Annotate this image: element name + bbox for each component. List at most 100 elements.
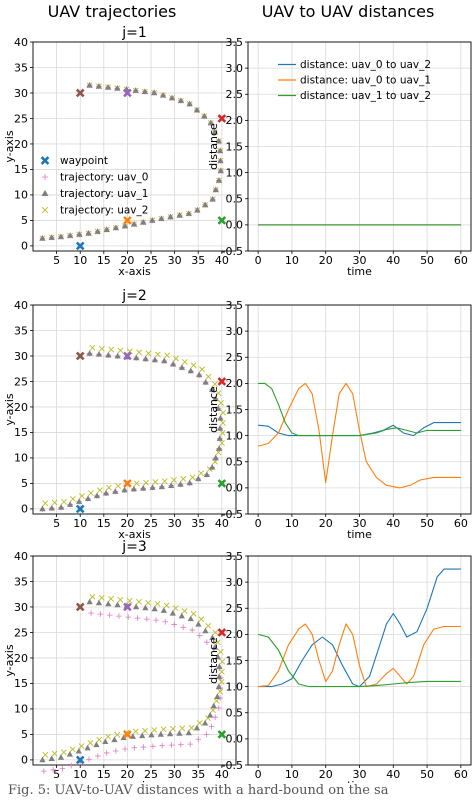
x-tick-label: 35	[191, 768, 205, 781]
y-tick-label: 35	[14, 61, 28, 74]
uav-1-point	[48, 504, 55, 511]
uav-0-point	[122, 746, 128, 752]
uav-1-point	[215, 137, 222, 144]
y-tick-label: 40	[14, 36, 28, 49]
uav-1-point	[66, 501, 74, 507]
uav-2-point	[198, 616, 205, 623]
uav-0-point	[153, 617, 159, 623]
axes-frame	[32, 304, 237, 515]
uav-1-point	[203, 471, 210, 478]
uav-2-point	[87, 490, 94, 497]
uav-2-point	[161, 478, 168, 485]
uav-1-point	[195, 621, 202, 627]
uav-1-point	[159, 91, 167, 98]
uav-1-point	[133, 354, 140, 361]
legend-label: trajectory: uav_1	[60, 188, 148, 200]
uav-0-point	[131, 744, 138, 751]
legend-label: trajectory: uav_2	[60, 205, 148, 217]
uav-0-point	[50, 767, 56, 773]
uav-2-point	[218, 678, 225, 685]
uav-0-point	[59, 765, 66, 772]
uav-2-point	[154, 600, 161, 607]
y-tick-label: 3.0	[226, 62, 244, 75]
y-tick-label: 5	[21, 728, 28, 741]
plot-area	[33, 305, 236, 514]
uav-1-point	[178, 612, 185, 619]
y-tick-label: 0.5	[226, 456, 244, 469]
right-column-title: UAV to UAV distances	[262, 2, 435, 21]
uav-1-point	[114, 85, 121, 91]
waypoint-marker	[217, 377, 227, 386]
uav-0-point	[168, 742, 175, 748]
uav-2-point	[219, 429, 226, 436]
uav-1-point	[130, 485, 138, 492]
uav-1-point	[149, 484, 156, 490]
uav-0-point	[208, 723, 215, 730]
uav-1-point	[178, 364, 186, 370]
waypoint-marker	[123, 602, 132, 612]
uav-2-point	[219, 658, 226, 665]
waypoint-marker	[75, 351, 85, 361]
uav-2-point	[181, 608, 188, 614]
uav-0-point	[162, 618, 169, 625]
x-tick-label: 20	[120, 254, 134, 267]
uav-1-point	[196, 371, 203, 378]
uav-1-point	[212, 395, 219, 402]
uav-1-point	[217, 147, 224, 154]
uav-2-point	[98, 345, 105, 352]
legend-label: distance: uav_1 to uav_2	[300, 90, 431, 102]
uav-1-point	[85, 229, 92, 236]
axes-4: 5 10 15 20 25 30 35 40 0 5 10 15 20 25 30 35 40 x-axis y-a…	[3, 539, 237, 783]
uav-1-point	[216, 425, 224, 431]
uav-2-point	[154, 351, 161, 358]
uav-2-point	[218, 399, 224, 406]
series-line-2	[257, 633, 461, 688]
y-tick-label: 3.5	[226, 550, 244, 563]
uav-1-point	[217, 167, 224, 174]
uav-1-point	[167, 213, 174, 220]
uav-2-point	[108, 595, 114, 602]
x-tick-label: 60	[454, 254, 468, 267]
legend-uav1-icon	[41, 189, 49, 197]
x-tick-label: 10	[285, 517, 299, 530]
uav-2-point	[152, 479, 159, 485]
uav-2-point	[196, 720, 203, 726]
x-tick-label: 60	[454, 517, 468, 530]
uav-1-point	[177, 481, 184, 487]
y-tick-label: 10	[14, 452, 28, 465]
uav-2-point	[217, 688, 224, 695]
uav-1-point	[94, 228, 101, 234]
x-tick-label: 50	[420, 517, 434, 530]
y-tick-label: 40	[14, 550, 28, 563]
uav-1-point	[86, 350, 93, 356]
x-tick-label: 20	[319, 517, 333, 530]
uav-1-point	[129, 733, 136, 739]
y-axis-label: distance	[207, 386, 220, 433]
uav-2-point	[132, 728, 139, 735]
uav-1-point	[215, 683, 222, 690]
x-tick-label: 15	[97, 254, 111, 267]
uav-2-point	[61, 498, 67, 505]
y-tick-label: 1.0	[226, 680, 244, 693]
uav-1-point	[57, 754, 65, 760]
y-tick-label: 5	[21, 477, 28, 490]
x-tick-label: 40	[386, 768, 400, 781]
uav-2-point	[51, 499, 58, 506]
uav-2-point	[215, 639, 221, 646]
uav-2-point	[145, 350, 152, 357]
y-tick-label: 2.0	[226, 628, 244, 641]
waypoint-marker	[217, 479, 227, 488]
uav-1-point	[216, 445, 223, 451]
legend-label: distance: uav_0 to uav_2	[300, 59, 431, 71]
uav-1-point	[208, 386, 216, 392]
y-tick-label: 30	[14, 87, 28, 100]
uav-1-point	[186, 100, 193, 107]
y-tick-label: 1.5	[226, 140, 244, 153]
uav-1-point	[75, 498, 83, 504]
uav-2-point	[96, 736, 103, 743]
axes-3: 0 10 20 30 40 50 60 -0.5 0.0 0.5 1.0 1.5 2.0 2.5 3.0 3.…	[207, 299, 472, 541]
uav-1-point	[95, 599, 103, 606]
uav-2-point	[218, 668, 225, 675]
uav-0-point	[196, 632, 203, 639]
uav-2-point	[215, 390, 222, 397]
